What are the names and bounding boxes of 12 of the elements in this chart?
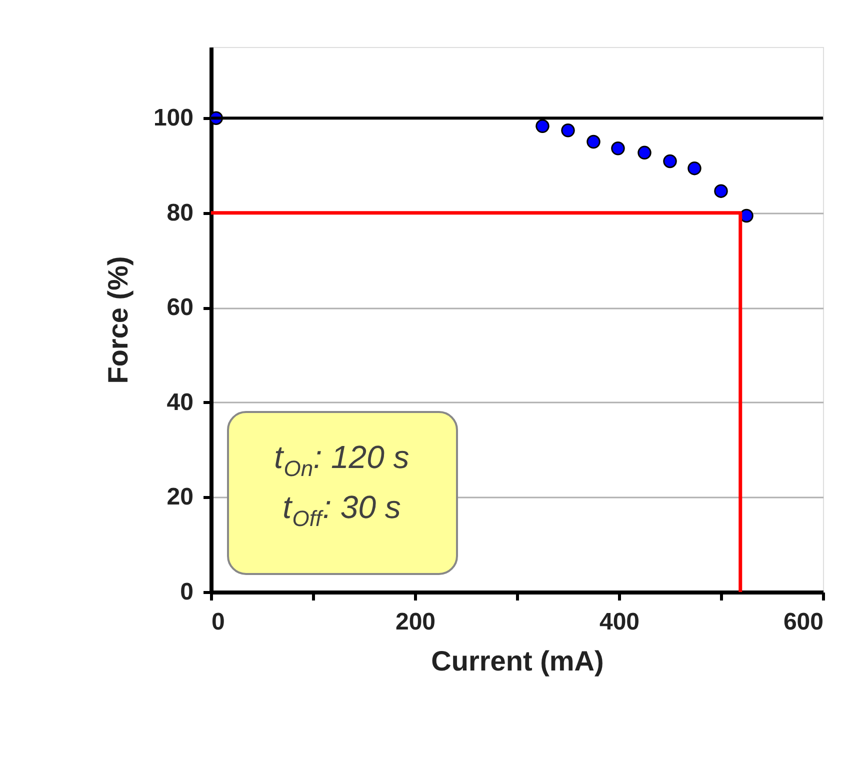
y-tick-label: 40 [166,388,194,416]
y-tick-label: 0 [180,578,194,606]
x-tick-label: 0 [212,608,225,636]
x-tick-label: 600 [783,608,824,636]
y-tick-label: 60 [166,294,194,322]
x-tick-label: 200 [395,608,436,636]
y-tick-label: 80 [166,199,194,226]
x-tick-label: 400 [599,608,640,636]
y-tick-label: 100 [153,104,194,132]
y-axis-title: Force (%) [102,256,134,384]
x-axis-title: Current (mA) [431,646,604,676]
y-tick-label: 20 [166,484,194,511]
